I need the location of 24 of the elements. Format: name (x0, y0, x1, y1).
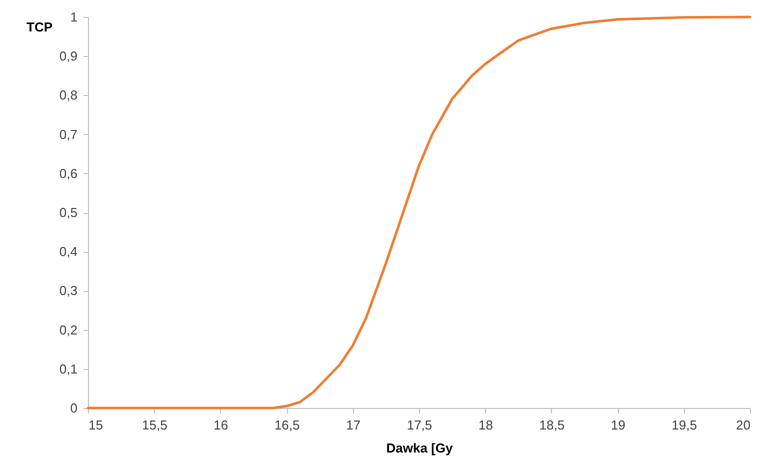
x-tick-label: 19 (610, 418, 626, 432)
y-tick-label: 0,4 (59, 244, 78, 260)
x-tick-label: 16 (214, 418, 228, 432)
x-axis-title: Dawka [Gy (386, 440, 454, 456)
x-tick-label: 16,5 (274, 418, 300, 432)
x-tick-label: 17 (346, 418, 361, 432)
y-tick-label: 0,9 (59, 48, 78, 64)
x-tick-label: 19,5 (672, 418, 697, 432)
y-tick-label: 0,6 (59, 166, 78, 181)
x-tick-label: 18 (478, 418, 493, 432)
y-tick-label: 1 (70, 10, 78, 24)
x-tick-label: 15,5 (142, 418, 168, 432)
y-tick-label: 0,1 (59, 361, 78, 376)
y-tick-label: 0,5 (59, 205, 78, 220)
y-axis-title: TCP (26, 20, 53, 34)
x-tick-label: 18,5 (539, 418, 565, 432)
y-tick-label: 0,8 (59, 88, 78, 103)
y-tick-label: 0,2 (59, 322, 78, 338)
y-tick-label: 0,7 (59, 126, 78, 142)
x-tick-label: 15 (88, 418, 103, 432)
x-tick-label: 17,5 (406, 418, 432, 432)
y-tick-label: 0,3 (59, 283, 78, 298)
x-tick-label: 20 (736, 418, 750, 432)
y-tick-label: 0 (70, 400, 78, 416)
